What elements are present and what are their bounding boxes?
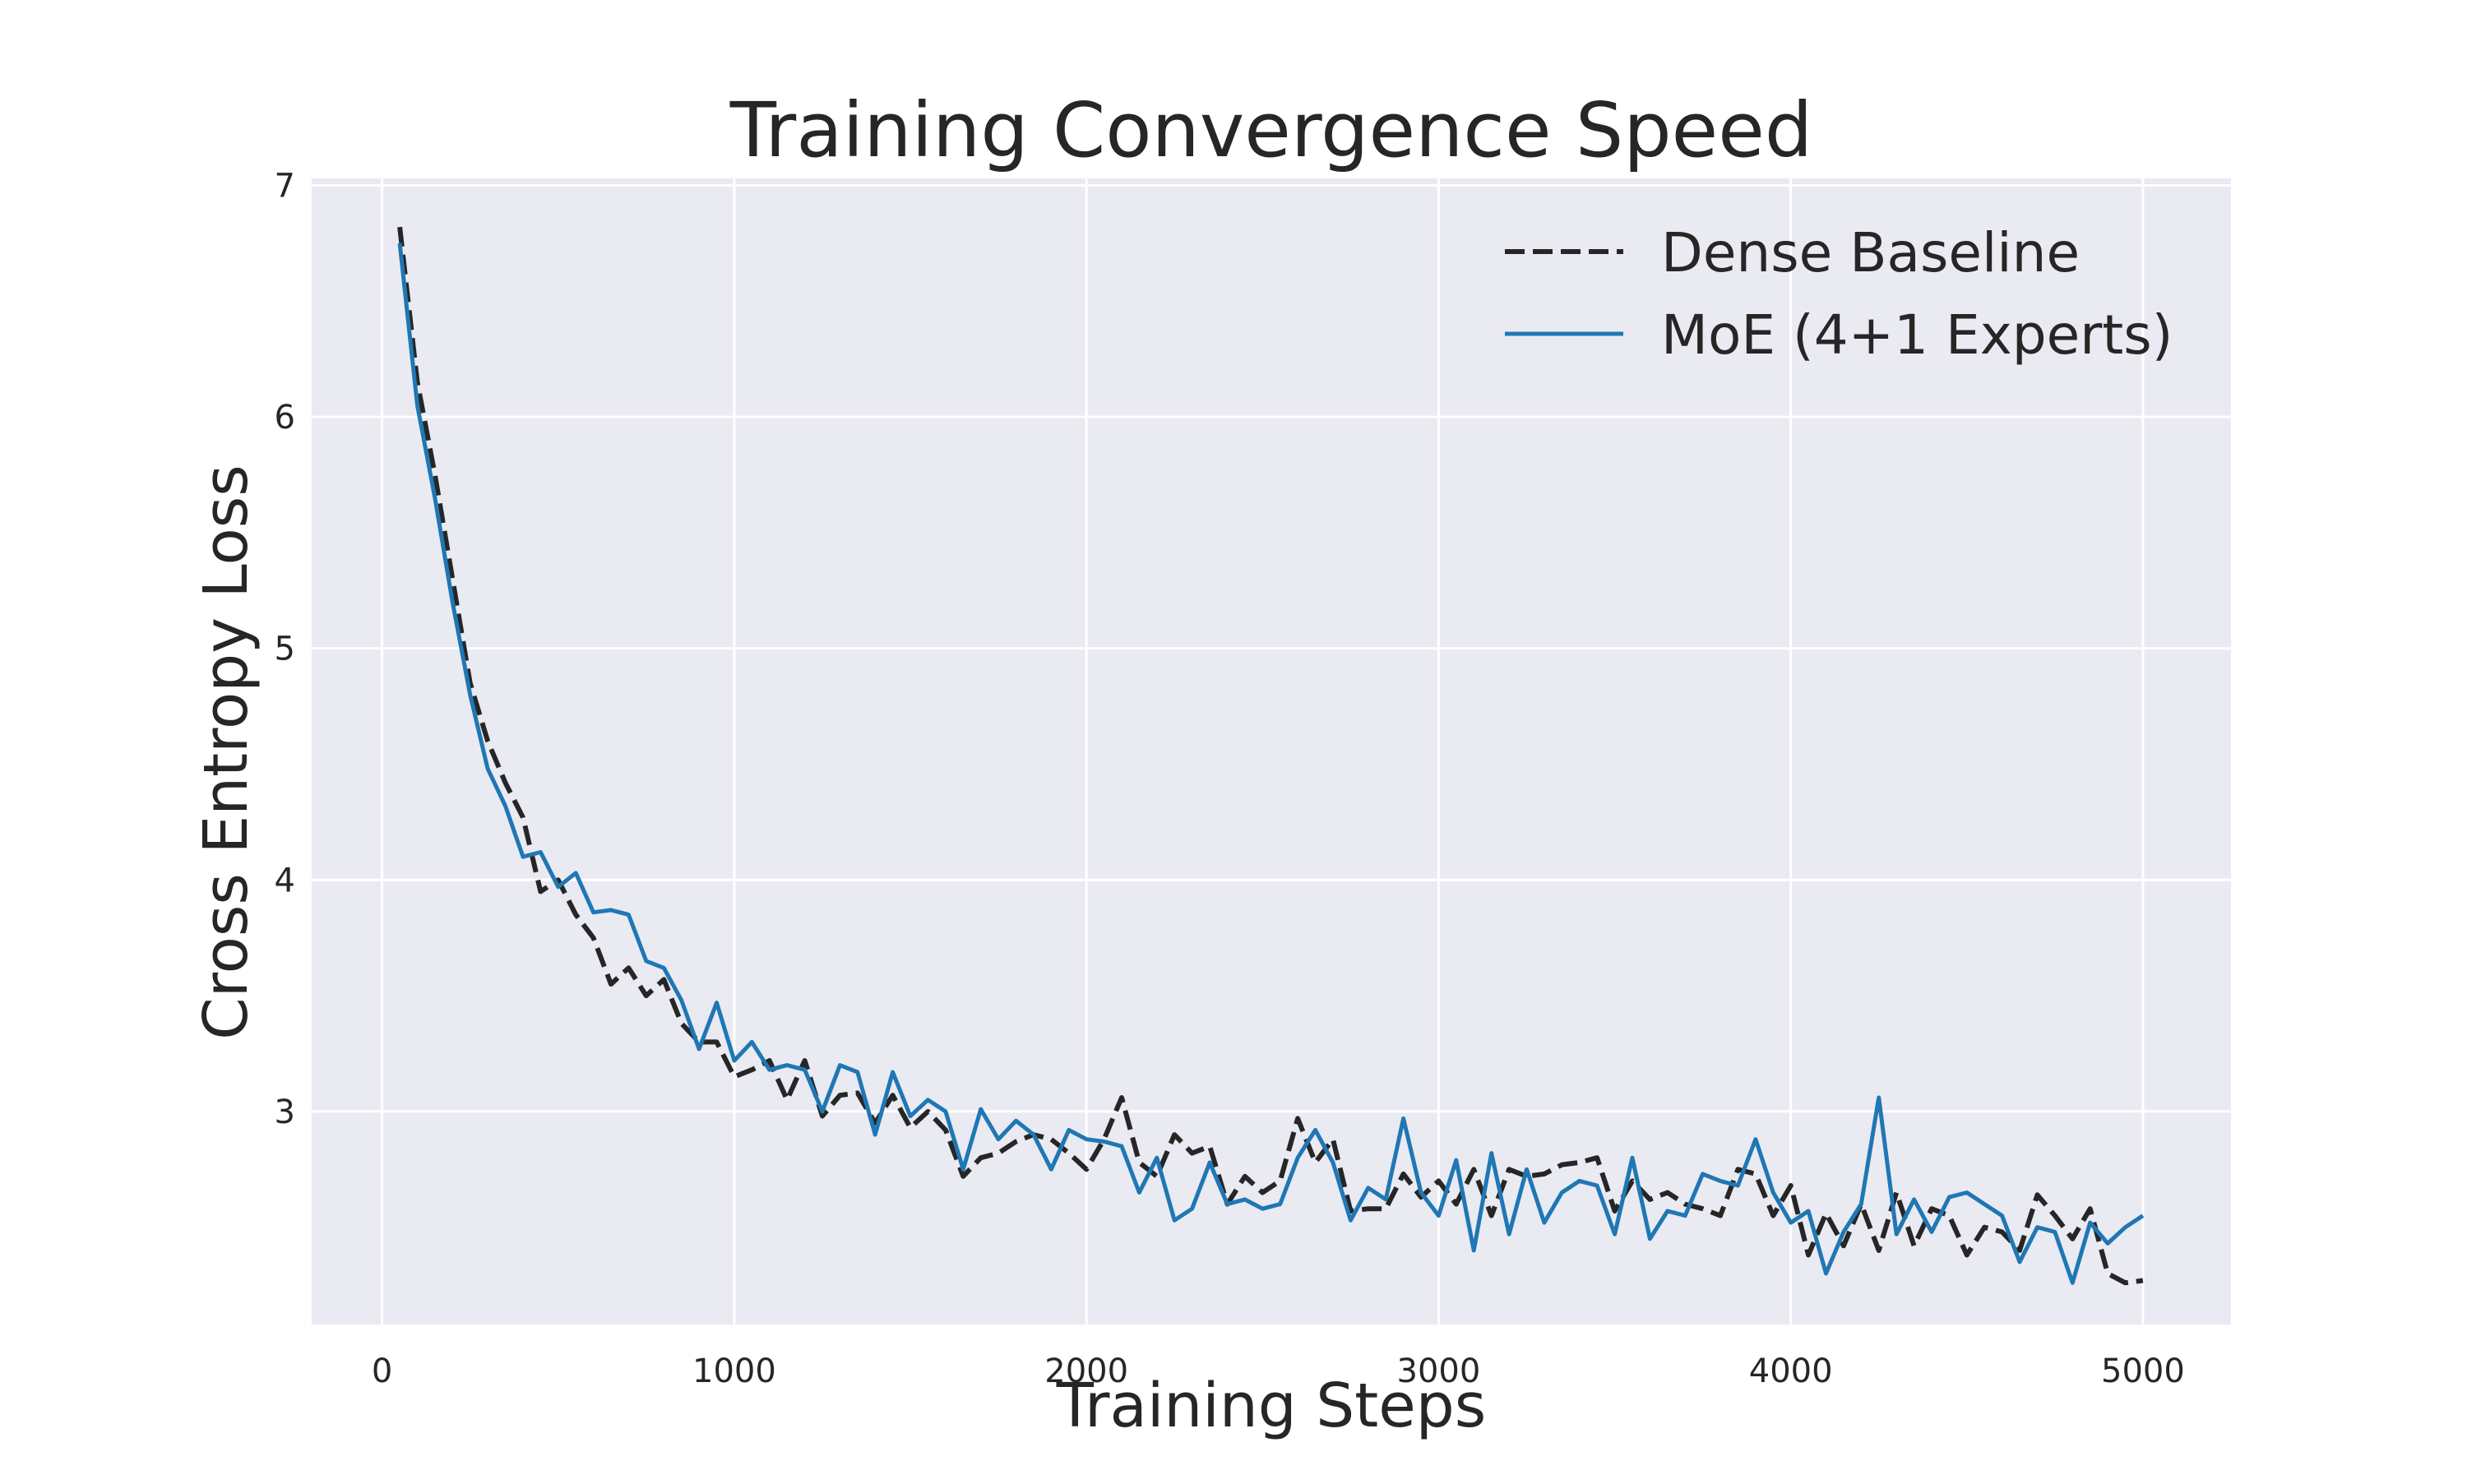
y-tick-label: 6 — [275, 399, 295, 437]
legend-label-dense: Dense Baseline — [1661, 221, 2080, 284]
legend: Dense Baseline MoE (4+1 Experts) — [1505, 221, 2173, 367]
y-tick-label: 7 — [275, 167, 295, 205]
x-tick-label: 3000 — [1397, 1352, 1481, 1390]
x-axis-label: Training Steps — [1056, 1371, 1487, 1441]
y-tick-label: 5 — [275, 631, 295, 668]
x-ticks: 0 1000 2000 3000 4000 5000 — [372, 1352, 2185, 1390]
plot-area — [312, 178, 2231, 1325]
y-tick-label: 3 — [275, 1093, 295, 1131]
grid — [312, 178, 2231, 1325]
series-line-moe — [397, 243, 2145, 1285]
chart-title: Training Convergence Speed — [729, 86, 1812, 174]
series-line-dense-baseline — [397, 226, 2144, 1286]
x-tick-label: 1000 — [692, 1352, 776, 1390]
y-ticks: 3 4 5 6 7 — [275, 167, 295, 1130]
series-layer — [397, 226, 2145, 1286]
legend-label-moe: MoE (4+1 Experts) — [1661, 303, 2173, 367]
x-tick-label: 4000 — [1749, 1352, 1833, 1390]
x-tick-label: 2000 — [1044, 1352, 1128, 1390]
y-axis-label: Cross Entropy Loss — [191, 465, 262, 1040]
x-tick-label: 5000 — [2101, 1352, 2185, 1390]
y-tick-label: 4 — [275, 862, 295, 899]
x-tick-label: 0 — [372, 1352, 392, 1390]
